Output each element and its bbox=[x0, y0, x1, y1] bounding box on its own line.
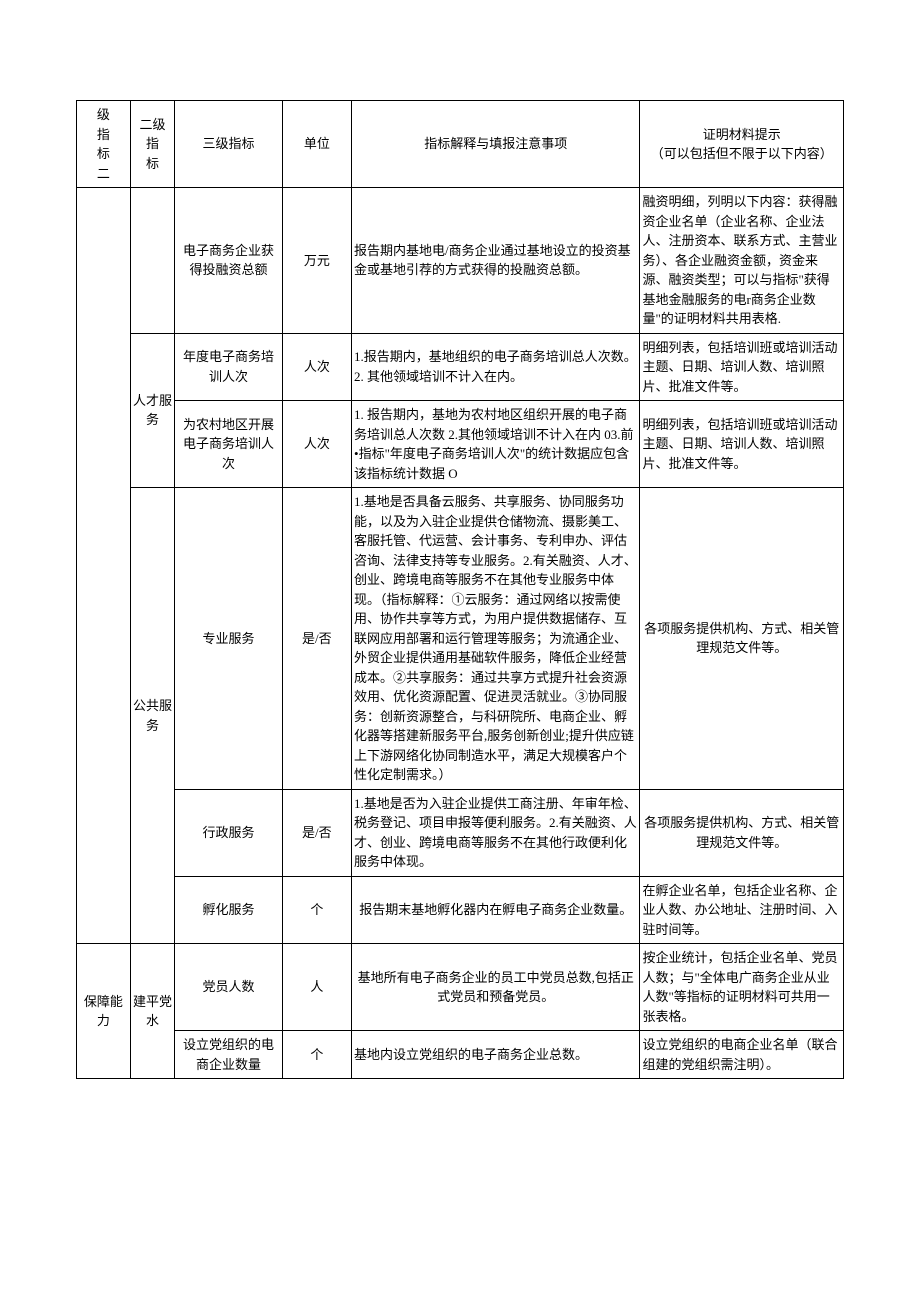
table-row: 为农村地区开展电子商务培训人次 人次 1. 报告期内，基地为农村地区组织开展的电… bbox=[77, 401, 844, 488]
cell-evidence: 在孵企业名单，包括企业名称、企业人数、办公地址、注册时间、入驻时间等。 bbox=[640, 876, 844, 944]
cell-desc: 1.报告期内，基地组织的电子商务培训总人次数。2. 其他领域培训不计入在内。 bbox=[352, 333, 640, 401]
table-row: 孵化服务 个 报告期末基地孵化器内在孵电子商务企业数量。 在孵企业名单，包括企业… bbox=[77, 876, 844, 944]
cell-unit: 人次 bbox=[282, 401, 351, 488]
cell-name: 为农村地区开展电子商务培训人次 bbox=[175, 401, 282, 488]
cell-unit: 万元 bbox=[282, 188, 351, 334]
cell-name: 电子商务企业获得投融资总额 bbox=[175, 188, 282, 334]
header-lvl1: 级 指 标 二 bbox=[77, 101, 131, 188]
header-desc: 指标解释与填报注意事项 bbox=[352, 101, 640, 188]
cell-lvl1-support: 保障能力 bbox=[77, 944, 131, 1079]
cell-unit: 人 bbox=[282, 944, 351, 1031]
cell-desc: 报告期内基地电/商务企业通过基地设立的投资基金或基地引荐的方式获得的投融资总额。 bbox=[352, 188, 640, 334]
cell-desc: 1.基地是否具备云服务、共享服务、协同服务功能，以及为入驻企业提供仓储物流、摄影… bbox=[352, 488, 640, 790]
cell-evidence: 设立党组织的电商企业名单（联合组建的党组织需注明）。 bbox=[640, 1031, 844, 1079]
cell-lvl2-party: 建平党水 bbox=[130, 944, 175, 1079]
header-lvl3: 三级指标 bbox=[175, 101, 282, 188]
cell-desc: 基地所有电子商务企业的员工中党员总数,包括正式党员和预备党员。 bbox=[352, 944, 640, 1031]
cell-lvl2-talent: 人才服务 bbox=[130, 333, 175, 488]
cell-evidence: 各项服务提供机构、方式、相关管理规范文件等。 bbox=[640, 789, 844, 876]
cell-lvl2-empty bbox=[130, 188, 175, 334]
cell-unit: 是/否 bbox=[282, 789, 351, 876]
cell-unit: 个 bbox=[282, 1031, 351, 1079]
cell-desc: 1. 报告期内，基地为农村地区组织开展的电子商务培训总人次数 2.其他领域培训不… bbox=[352, 401, 640, 488]
cell-unit: 人次 bbox=[282, 333, 351, 401]
cell-lvl2-public: 公共服务 bbox=[130, 488, 175, 944]
document-page: 级 指 标 二 二级 指 标 三级指标 单位 指标解释与填报注意事项 证明材料提… bbox=[0, 0, 920, 1179]
cell-evidence: 按企业统计，包括企业名单、党员人数；与"全体电广商务企业从业人数"等指标的证明材… bbox=[640, 944, 844, 1031]
table-row: 行政服务 是/否 1.基地是否为入驻企业提供工商注册、年审年检、税务登记、项目申… bbox=[77, 789, 844, 876]
cell-evidence: 明细列表，包括培训班或培训活动主题、日期、培训人数、培训照片、批准文件等。 bbox=[640, 333, 844, 401]
cell-unit: 是/否 bbox=[282, 488, 351, 790]
header-evidence: 证明材料提示 （可以包括但不限于以下内容） bbox=[640, 101, 844, 188]
cell-name: 孵化服务 bbox=[175, 876, 282, 944]
cell-unit: 个 bbox=[282, 876, 351, 944]
cell-lvl1-empty bbox=[77, 188, 131, 944]
cell-evidence: 明细列表，包括培训班或培训活动主题、日期、培训人数、培训照片、批准文件等。 bbox=[640, 401, 844, 488]
header-lvl2: 二级 指 标 bbox=[130, 101, 175, 188]
cell-name: 党员人数 bbox=[175, 944, 282, 1031]
table-row: 公共服务 专业服务 是/否 1.基地是否具备云服务、共享服务、协同服务功能，以及… bbox=[77, 488, 844, 790]
table-row: 设立党组织的电商企业数量 个 基地内设立党组织的电子商务企业总数。 设立党组织的… bbox=[77, 1031, 844, 1079]
cell-name: 设立党组织的电商企业数量 bbox=[175, 1031, 282, 1079]
cell-desc: 报告期末基地孵化器内在孵电子商务企业数量。 bbox=[352, 876, 640, 944]
cell-name: 专业服务 bbox=[175, 488, 282, 790]
table-row: 人才服务 年度电子商务培训人次 人次 1.报告期内，基地组织的电子商务培训总人次… bbox=[77, 333, 844, 401]
cell-desc: 基地内设立党组织的电子商务企业总数。 bbox=[352, 1031, 640, 1079]
table-row: 电子商务企业获得投融资总额 万元 报告期内基地电/商务企业通过基地设立的投资基金… bbox=[77, 188, 844, 334]
cell-name: 行政服务 bbox=[175, 789, 282, 876]
cell-evidence: 融资明细，列明以下内容：获得融资企业名单（企业名称、企业法人、注册资本、联系方式… bbox=[640, 188, 844, 334]
cell-name: 年度电子商务培训人次 bbox=[175, 333, 282, 401]
cell-evidence: 各项服务提供机构、方式、相关管理规范文件等。 bbox=[640, 488, 844, 790]
cell-desc: 1.基地是否为入驻企业提供工商注册、年审年检、税务登记、项目申报等便利服务。2.… bbox=[352, 789, 640, 876]
indicator-table: 级 指 标 二 二级 指 标 三级指标 单位 指标解释与填报注意事项 证明材料提… bbox=[76, 100, 844, 1079]
table-header-row: 级 指 标 二 二级 指 标 三级指标 单位 指标解释与填报注意事项 证明材料提… bbox=[77, 101, 844, 188]
header-unit: 单位 bbox=[282, 101, 351, 188]
table-row: 保障能力 建平党水 党员人数 人 基地所有电子商务企业的员工中党员总数,包括正式… bbox=[77, 944, 844, 1031]
